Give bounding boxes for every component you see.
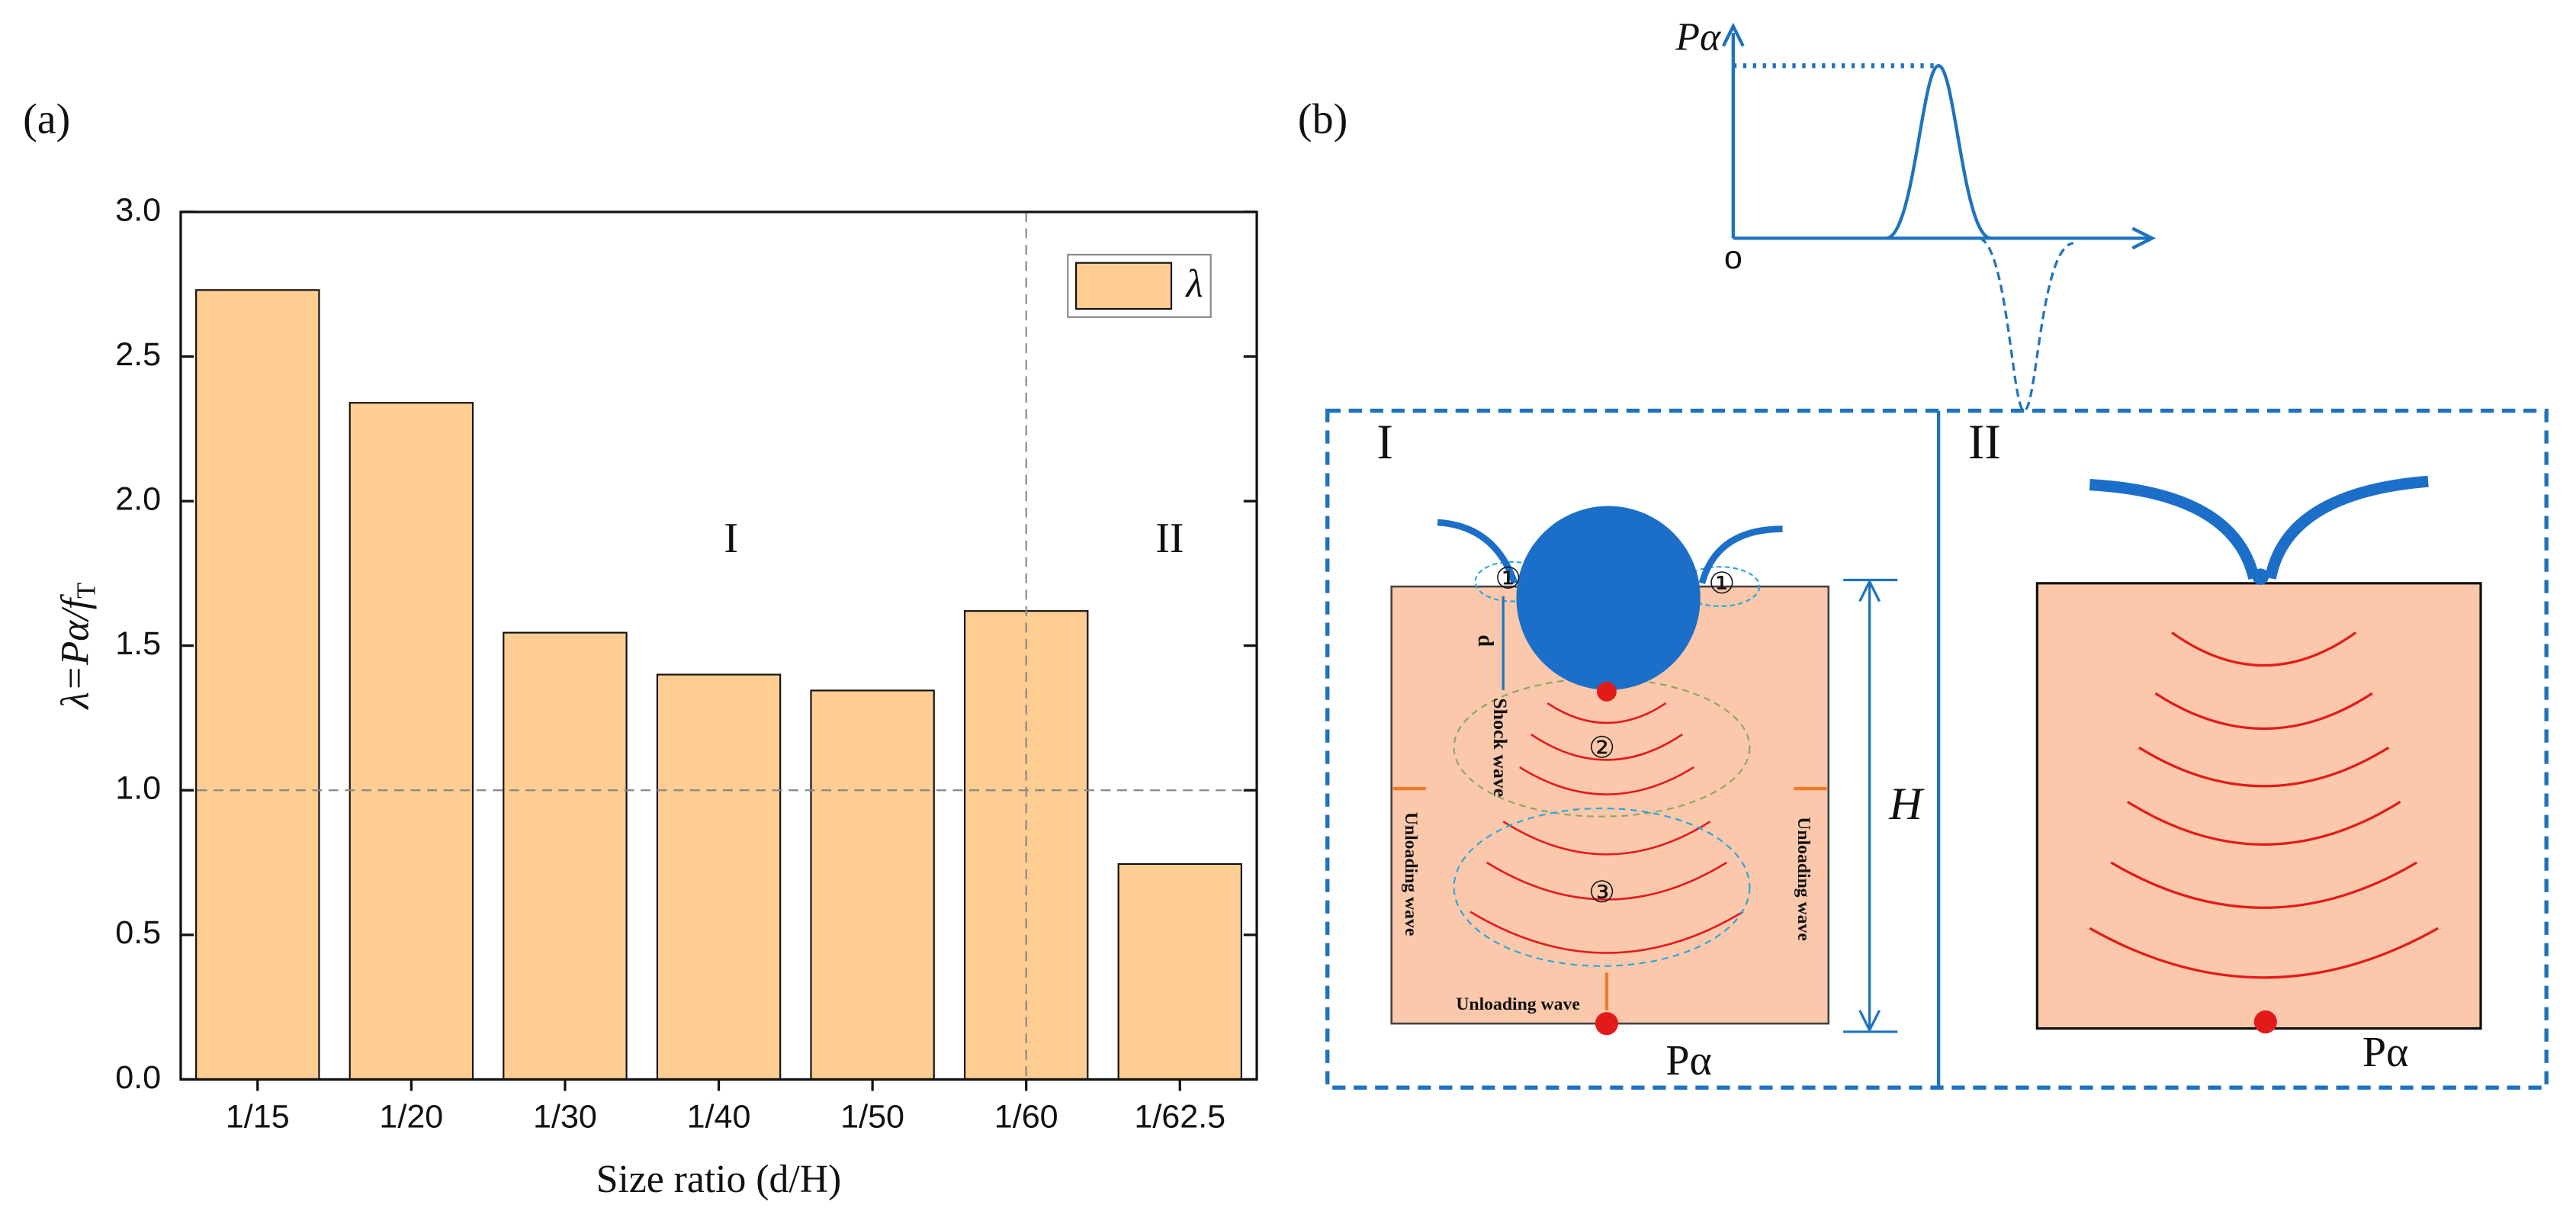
- height-label: H: [1888, 779, 1925, 830]
- bend-line: [1437, 519, 1518, 585]
- bend-line: [2264, 475, 2429, 580]
- arrow: [1858, 579, 1881, 1033]
- projectile: [1516, 506, 1701, 690]
- panel-label: (b): [1298, 95, 1347, 143]
- wave-front: [1531, 733, 1683, 761]
- wave-front: [2127, 800, 2401, 846]
- load-point: [2253, 1010, 2277, 1034]
- x-tick-label: 1/50: [840, 1098, 904, 1135]
- shock-fronts: [1469, 702, 1744, 954]
- region-label: II: [1155, 515, 1184, 562]
- bar: [810, 689, 935, 1081]
- wave-front: [2171, 631, 2357, 667]
- bend-line: [1698, 525, 1783, 584]
- region-label: I: [724, 515, 738, 562]
- panel-label: (a): [23, 95, 70, 143]
- x-tick-label: 1/60: [994, 1098, 1058, 1135]
- y-tick-label: 2.5: [115, 336, 161, 373]
- bar: [195, 289, 320, 1081]
- wave-front: [2154, 692, 2373, 731]
- origin-label: o: [1724, 239, 1742, 276]
- y-tick-label: 0.5: [115, 914, 161, 951]
- wave-front: [1502, 821, 1711, 856]
- bend-line: [2089, 479, 2260, 580]
- x-tick-label: 1/30: [533, 1098, 597, 1135]
- legend-label: λ: [1184, 262, 1203, 306]
- shock-fronts: [2089, 631, 2439, 979]
- load-label: Pα: [2362, 1029, 2408, 1076]
- marker: ②: [1588, 731, 1615, 764]
- x-tick-label: 1/62.5: [1134, 1098, 1225, 1135]
- zone-label: II: [1968, 414, 2001, 469]
- y-tick-label: 3.0: [115, 191, 161, 228]
- dimension: [1502, 578, 1898, 1033]
- wave-front: [1547, 702, 1667, 724]
- bar: [1117, 863, 1242, 1081]
- wave-front: [1469, 911, 1744, 954]
- wave-front: [1519, 766, 1694, 795]
- y-axis-label: λ=Pα/fT: [53, 583, 101, 711]
- x-tick-label: 1/15: [226, 1098, 290, 1135]
- arrow: [1721, 22, 1745, 47]
- y-axis-label-main: λ=Pα/f: [53, 593, 97, 710]
- y-tick-label: 1.5: [115, 625, 161, 662]
- plot: 0.0 0.5 1.0 1.5 2.0 2.5 3.0 1/15 1/20 1/30 1/40 1/5…: [53, 191, 1258, 1201]
- legend-swatch: [1075, 262, 1173, 310]
- zone-ellipse: [1453, 807, 1751, 967]
- specimen: [2035, 582, 2482, 1030]
- unloading-label: Unloading wave: [1456, 994, 1580, 1014]
- pulse: [1885, 64, 1992, 240]
- x-tick-label: 1/40: [687, 1098, 751, 1135]
- unloading-label: Unloading wave: [1401, 812, 1421, 936]
- wave-front: [1486, 861, 1727, 901]
- wave-front: [2110, 861, 2417, 909]
- bar: [656, 673, 782, 1081]
- marker: ③: [1588, 876, 1615, 909]
- contact-point: [2252, 568, 2269, 585]
- marker: ①: [1495, 563, 1521, 596]
- diameter-label: d: [1473, 634, 1497, 647]
- unloading-arrows: [1392, 786, 1827, 1010]
- marker: ①: [1708, 567, 1735, 600]
- y-tick-label: 1.0: [115, 770, 161, 807]
- y-axis-label-sub: T: [72, 583, 101, 599]
- contact-point: [1597, 682, 1617, 702]
- load-point: [1595, 1012, 1619, 1036]
- wave-front: [2138, 746, 2390, 788]
- zone-ellipse: [1453, 677, 1751, 818]
- bar: [348, 402, 474, 1081]
- y-tick-label: 2.0: [115, 480, 161, 517]
- unloading-label: Unloading wave: [1794, 817, 1813, 941]
- bar: [503, 631, 628, 1081]
- arrow: [2131, 226, 2156, 250]
- x-axis-label: Size ratio (d/H): [596, 1158, 842, 1201]
- pulse-label: Pα: [1675, 16, 1721, 59]
- shock-label: Shock wave: [1489, 698, 1511, 797]
- load-label: Pα: [1665, 1037, 1711, 1084]
- y-tick-label: 0.0: [115, 1059, 161, 1096]
- x-tick-label: 1/20: [379, 1098, 443, 1135]
- wave-front: [2089, 927, 2439, 979]
- diagram: [1325, 22, 2549, 1090]
- zone-label: I: [1376, 414, 1393, 469]
